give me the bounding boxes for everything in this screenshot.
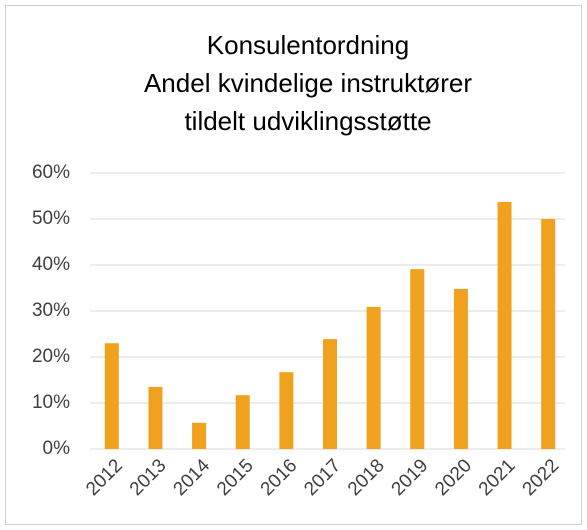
y-tick-label: 40% [32, 254, 70, 275]
bar [323, 339, 337, 449]
bar [541, 219, 556, 449]
y-tick-label: 10% [32, 392, 70, 413]
y-tick-label: 60% [32, 162, 70, 183]
y-tick-label: 0% [43, 438, 71, 459]
bar [104, 343, 119, 449]
bar [235, 395, 250, 449]
bar [497, 201, 512, 449]
y-tick-label: 30% [32, 300, 70, 321]
chart-title: Konsulentordning [207, 30, 409, 60]
bar [279, 372, 294, 449]
bar [366, 306, 381, 449]
bar [410, 269, 425, 449]
bar [148, 386, 163, 449]
bar [192, 422, 207, 449]
chart-title: Andel kvindelige instruktører [144, 68, 472, 98]
chart-title: tildelt udviklingsstøtte [184, 106, 431, 136]
y-tick-label: 50% [32, 208, 70, 229]
bar [453, 288, 468, 449]
y-tick-label: 20% [32, 346, 70, 367]
